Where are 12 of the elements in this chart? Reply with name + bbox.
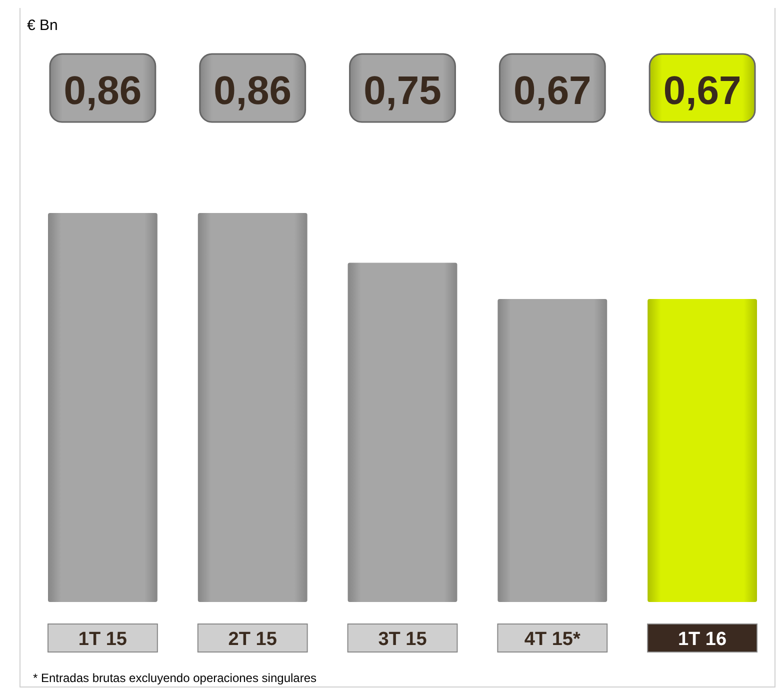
x-tick-label: 2T 15	[228, 629, 278, 650]
text: € Bn	[27, 17, 58, 34]
text: * Entradas brutas excluyendo operaciones singulares	[33, 671, 317, 685]
x-tick-label: 1T 16	[678, 629, 727, 650]
data-label: 0,86	[214, 69, 292, 113]
x-tick-label: 4T 15*	[524, 629, 581, 650]
data-label: 0,86	[64, 69, 142, 113]
x-tick-label: 1T 15	[78, 629, 128, 650]
data-label: 0,75	[364, 69, 442, 113]
x-tick-label: 3T 15	[378, 629, 428, 650]
data-label: 0,67	[663, 69, 742, 113]
data-label: 0,67	[513, 69, 592, 113]
